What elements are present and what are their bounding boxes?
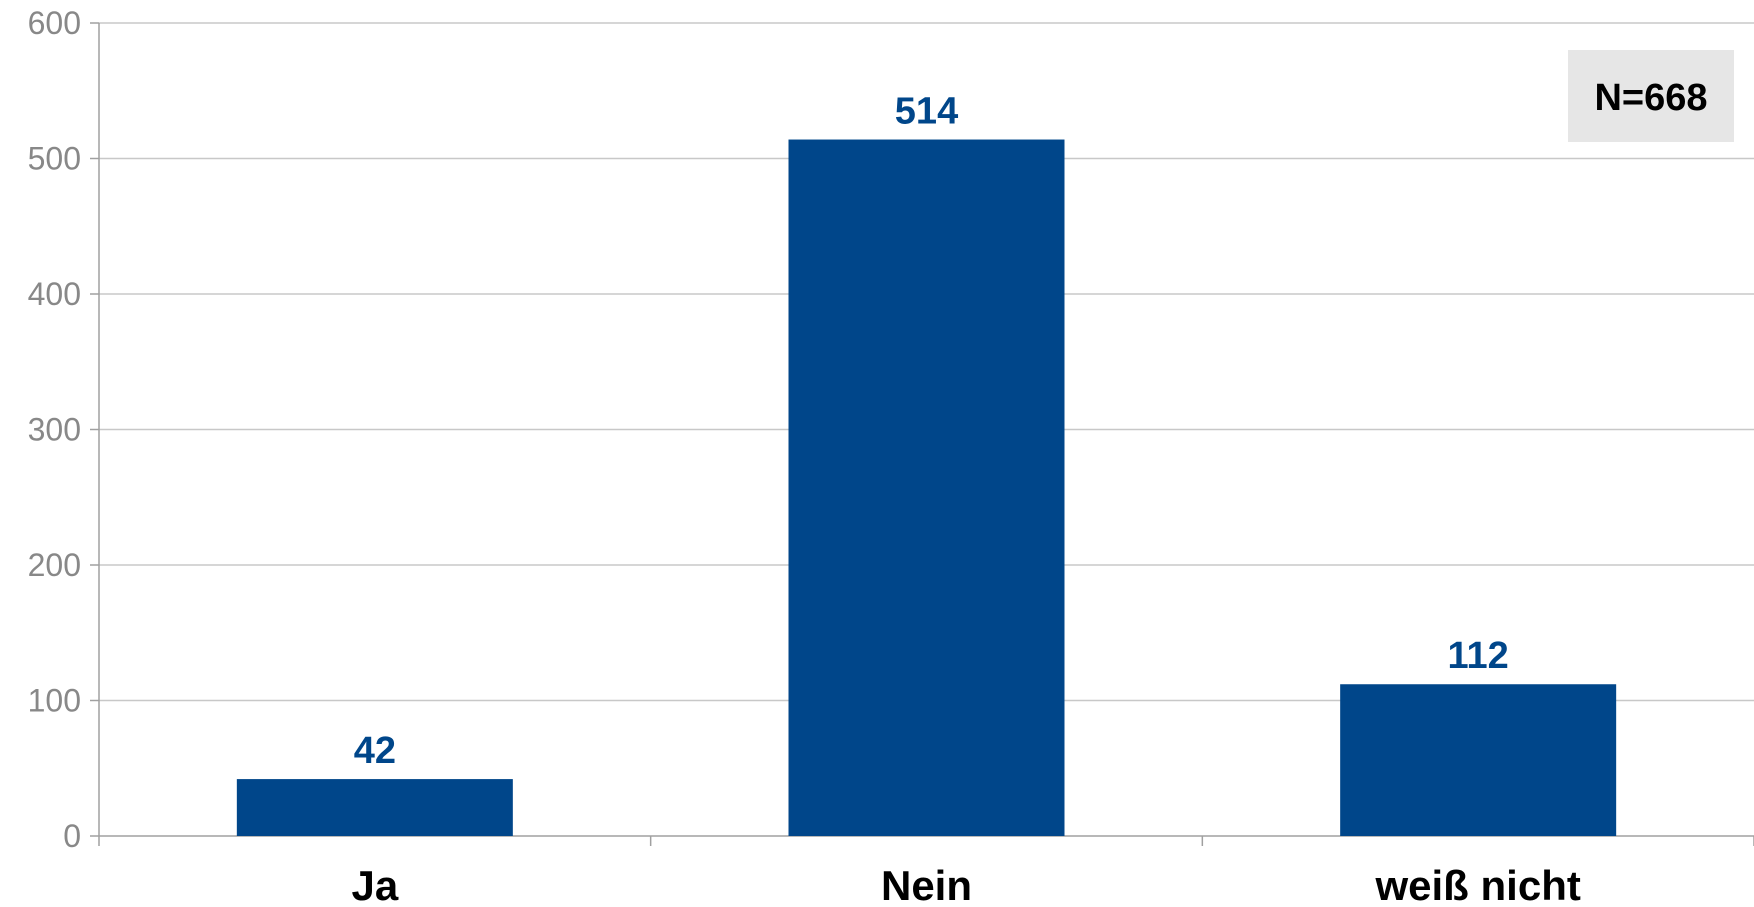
x-tick-label: Ja bbox=[351, 862, 398, 907]
data-labels: 42 514 112 bbox=[354, 91, 1509, 773]
y-tick-label: 100 bbox=[28, 683, 81, 719]
sample-size-label: N=668 bbox=[1594, 77, 1707, 119]
y-axis: 0 100 200 300 400 500 600 bbox=[28, 5, 100, 854]
data-label: 42 bbox=[354, 730, 396, 772]
bar bbox=[788, 139, 1065, 836]
y-tick-label: 400 bbox=[28, 276, 81, 312]
bars bbox=[236, 139, 1617, 836]
data-label: 112 bbox=[1448, 635, 1509, 677]
y-tick-label: 0 bbox=[63, 818, 81, 854]
bar bbox=[236, 779, 513, 836]
x-tick-label: weiß nicht bbox=[1374, 862, 1580, 907]
y-tick-label: 300 bbox=[28, 412, 81, 448]
y-tick-label: 200 bbox=[28, 547, 81, 583]
y-tick-label: 600 bbox=[28, 5, 81, 41]
x-tick-label: Nein bbox=[881, 862, 972, 907]
sample-size-box: N=668 bbox=[1568, 50, 1734, 142]
y-tick-label: 500 bbox=[28, 141, 81, 177]
data-label: 514 bbox=[895, 91, 958, 133]
x-axis: Ja Nein weiß nicht bbox=[98, 836, 1754, 907]
sample-size-background bbox=[1568, 50, 1734, 142]
bar bbox=[1340, 684, 1617, 836]
